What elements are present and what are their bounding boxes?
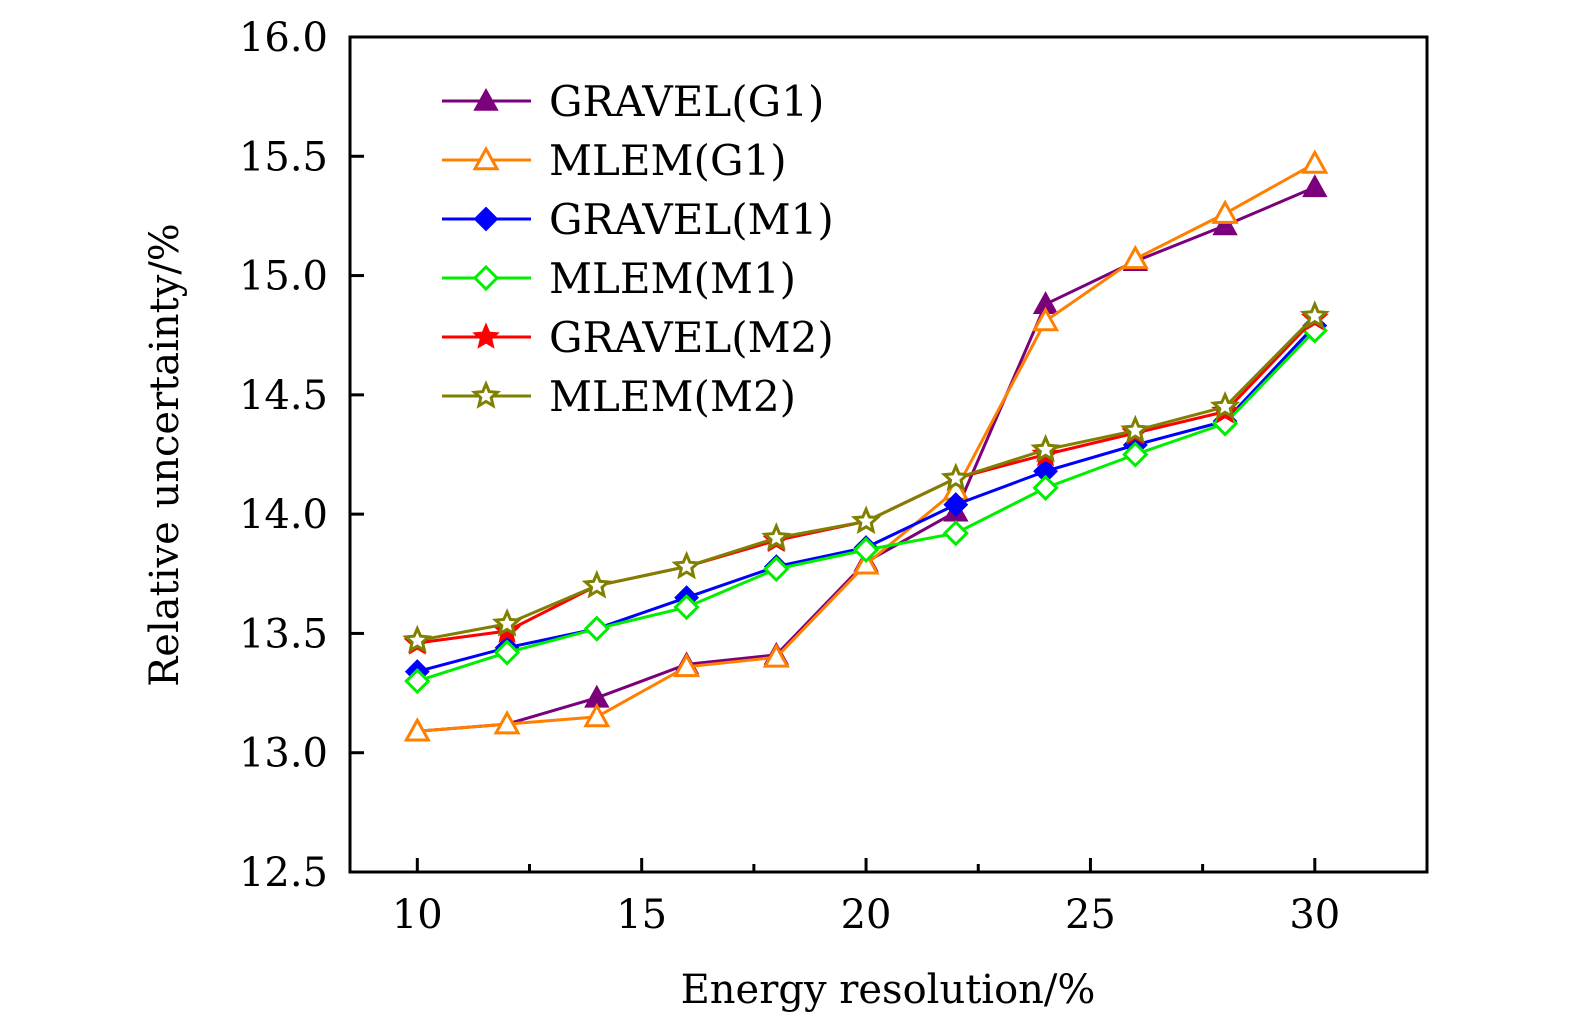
data-point [852,550,880,575]
data-point [761,522,792,551]
plot-frame [348,35,1429,874]
x-tick-label: 20 [841,892,892,938]
data-point [850,505,882,535]
legend-label: MLEM(G1) [549,136,787,185]
data-point [1122,441,1149,468]
legend-item: MLEM(G1) [442,136,787,185]
series-mlem-m1 [404,317,1328,695]
y-tick-label: 16.0 [239,15,328,61]
data-point [1030,433,1061,463]
y-tick-label: 15.5 [239,134,328,180]
data-point [1299,300,1330,329]
data-point [763,555,790,583]
legend-marker [473,206,499,232]
data-point [1212,212,1238,236]
x-tick-label: 30 [1289,892,1340,938]
y-tick-label: 14.0 [239,492,328,538]
data-point [402,624,433,654]
data-point [1301,149,1329,174]
data-point [1120,414,1151,444]
data-point [1032,474,1059,502]
y-tick-label: 13.5 [239,611,328,657]
data-point [581,569,612,599]
legend-item: MLEM(M1) [442,254,796,303]
data-point [671,550,702,580]
legend-item: MLEM(M2) [442,372,796,421]
legend-marker [472,264,500,292]
data-point [493,639,521,666]
y-tick-label: 14.5 [239,373,328,419]
legend-marker [470,380,502,409]
data-point [943,492,969,518]
series-mlem-g1 [403,149,1329,742]
legend-marker [472,145,500,171]
series-gravel-m2 [403,303,1329,655]
legend: GRAVEL(G1) MLEM(G1) GRAVEL(M1) MLEM(M1) GRAV… [442,77,834,421]
series-line [417,162,1316,733]
data-point [852,536,880,564]
data-point [673,594,700,621]
data-point [1121,244,1149,270]
series-line [417,317,1316,645]
data-point [762,643,790,668]
ticks-layer: 10 15 20 25 30 12.5 13.0 13.5 14.0 14.5 15.0 15.5 16… [239,15,1340,938]
series-mlem-m2 [402,300,1330,654]
data-point [1211,199,1239,224]
data-point [1032,306,1060,332]
legend-label: MLEM(M2) [549,372,796,421]
series-gravel-m1 [404,313,1328,685]
legend-item: GRAVEL(G1) [442,77,824,126]
x-tick-label: 10 [392,892,443,938]
legend-label: GRAVEL(M1) [549,195,834,244]
y-tick-label: 15.0 [239,254,328,300]
data-point [491,608,523,637]
legend-item: GRAVEL(M2) [442,313,834,362]
y-tick-label: 12.5 [239,850,328,896]
y-axis-label: Relative uncertainty/% [142,223,188,687]
legend-label: GRAVEL(M2) [549,313,834,362]
data-point [942,520,969,547]
legend-label: MLEM(M1) [549,254,796,303]
data-point [583,702,611,728]
legend-marker [472,322,500,349]
legend-item: GRAVEL(M1) [442,195,834,244]
data-point [940,462,971,492]
data-point [1302,174,1328,198]
data-point [1209,391,1241,420]
x-axis-label: Energy resolution/% [681,967,1096,1013]
data-point [404,668,431,695]
data-point [403,717,431,742]
series-gravel-g1 [404,174,1328,742]
x-tick-label: 25 [1065,892,1116,938]
series-layer [402,149,1330,742]
legend-label: GRAVEL(G1) [549,77,824,126]
data-point [583,615,610,642]
series-line [417,315,1316,643]
y-tick-label: 13.0 [239,731,328,777]
data-point [673,652,701,678]
data-point [493,709,521,735]
legend-marker [473,87,499,111]
x-tick-label: 15 [616,892,667,938]
